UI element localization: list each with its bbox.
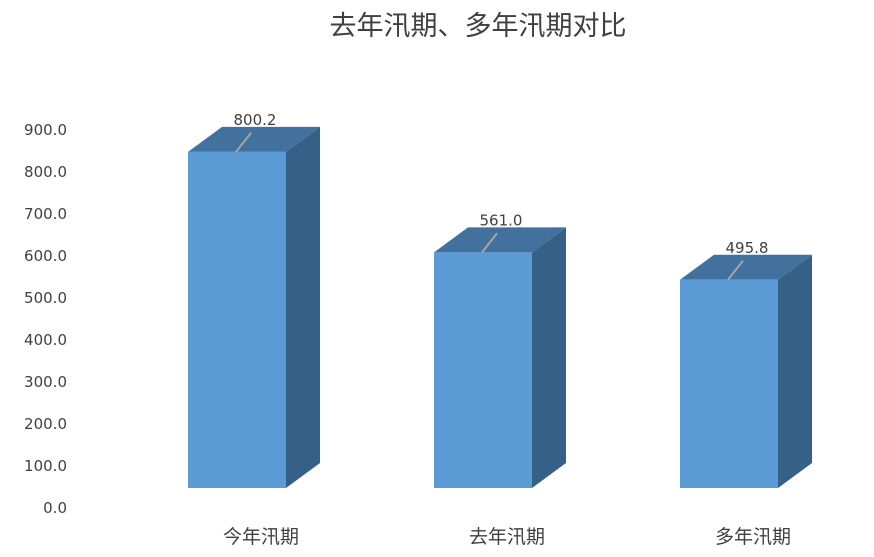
y-tick-label: 900.0	[24, 121, 67, 139]
y-tick-label: 0.0	[43, 499, 67, 517]
leader-line	[481, 232, 498, 253]
chart-title: 去年汛期、多年汛期对比	[330, 11, 627, 42]
bar-front	[680, 279, 778, 488]
y-tick-label: 100.0	[24, 457, 67, 475]
bar-side	[286, 126, 320, 488]
y-tick-label: 600.0	[24, 247, 67, 265]
bar-side	[532, 227, 566, 488]
category-label: 去年汛期	[469, 526, 545, 548]
y-tick-label: 500.0	[24, 289, 67, 307]
bar: 495.8	[680, 239, 812, 488]
bar-top	[434, 227, 566, 253]
category-label: 今年汛期	[223, 526, 299, 548]
category-label: 多年汛期	[715, 526, 791, 548]
leader-line	[727, 260, 744, 281]
data-label: 495.8	[726, 239, 769, 257]
data-label: 800.2	[234, 111, 277, 129]
y-tick-label: 200.0	[24, 415, 67, 433]
bar-top	[680, 254, 812, 280]
bar: 561.0	[434, 211, 566, 488]
bar-side	[778, 254, 812, 488]
data-label: 561.0	[480, 211, 523, 229]
bar-top	[188, 126, 320, 152]
y-tick-label: 300.0	[24, 373, 67, 391]
y-tick-label: 400.0	[24, 331, 67, 349]
bar-front	[188, 151, 286, 488]
bar: 800.2	[188, 111, 320, 488]
bar-front	[434, 252, 532, 488]
y-tick-label: 700.0	[24, 205, 67, 223]
leader-line	[235, 132, 252, 153]
y-tick-label: 800.0	[24, 163, 67, 181]
